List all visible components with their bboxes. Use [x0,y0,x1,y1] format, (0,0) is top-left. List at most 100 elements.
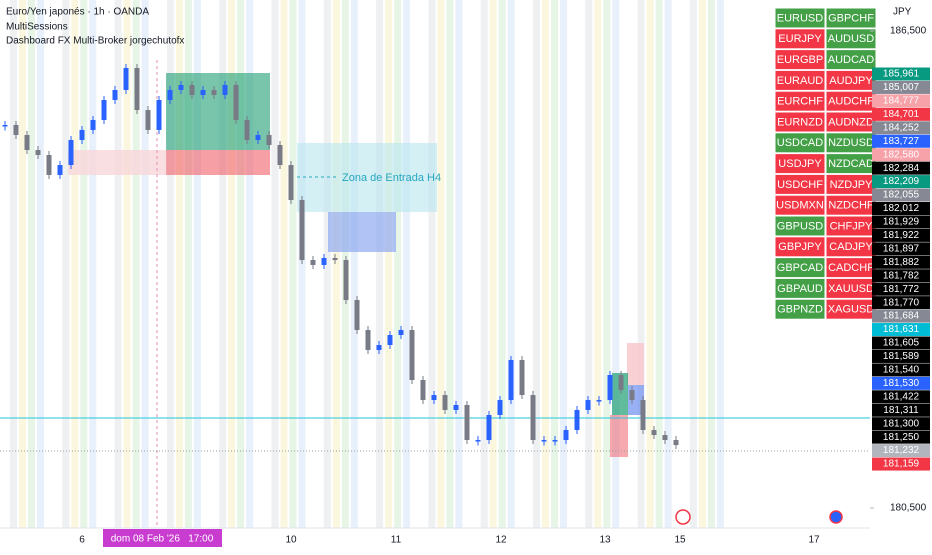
candle-body [101,100,107,120]
zone-red [166,150,270,175]
session-stripe [646,0,654,528]
dashboard-cell [774,90,826,112]
candle-body [354,300,360,330]
dashboard-cell [774,7,826,29]
price-badge-label: 181,605 [883,338,920,349]
dashboard-cell [774,132,826,154]
dashboard-cell-label: USDMXN [776,200,824,212]
session-stripe [385,0,393,528]
time-tick-label: 11 [391,535,402,546]
session-stripe [289,0,297,528]
session-stripe [246,0,254,528]
session-stripe [141,0,149,528]
dashboard-cell [774,194,826,216]
zone-pink [68,150,166,175]
candle-body [167,89,173,101]
price-badge [872,188,930,202]
session-stripe [498,0,506,528]
price-badge-label: 181,300 [883,418,920,429]
session-stripe [184,0,192,528]
price-badge [872,242,930,256]
zone-blue [328,212,396,252]
dashboard-cell [774,153,826,175]
price-badge-label: 181,684 [883,311,920,322]
session-stripe [19,0,26,528]
candle-body [629,390,635,401]
session-stripe [403,0,411,528]
dashboard-cell [774,49,826,71]
session-stripe [428,0,436,528]
price-badge [872,309,930,323]
dashboard-cell [774,28,826,50]
candle-body [475,440,481,442]
dashboard-cell-label: EURNZD [777,116,823,128]
dashboard: EURUSD GBPCHF EURJPY AUDUSD EURGBP AUDCAD EURA… [774,7,877,320]
session-stripe [394,0,402,528]
price-badge [872,376,930,390]
candle-body [134,67,140,111]
candle-body [244,119,250,140]
dashboard-cell-label: GBPCHF [828,12,874,24]
dashboard-cell-label: NZDCHF [828,200,873,212]
session-stripe [489,0,497,528]
event-icon[interactable] [675,509,691,525]
candle-body [563,430,569,441]
session-stripe [89,0,97,528]
price-badge-label: 182,055 [883,190,920,201]
candle-body [200,89,206,95]
candle-body [618,374,624,391]
price-badge-label: 181,922 [883,230,920,241]
dashboard-cell-label: CADJPY [829,241,873,253]
session-stripe [193,0,201,528]
candle-body [310,260,316,265]
candle-body [46,155,52,175]
price-badge-label: 182,209 [883,176,920,187]
price-badge-label: 181,422 [883,391,920,402]
dashboard-cell-label: CADCHF [828,262,874,274]
candle-body [497,400,503,415]
candle-body [651,430,657,436]
dashboard-cell-label: AUDCAD [828,54,875,66]
price-badge-label: 182,580 [883,149,920,160]
session-stripes [10,0,724,528]
session-stripe [123,0,131,528]
session-stripe [323,0,331,528]
candle-body [519,359,525,396]
session-stripe [228,0,236,528]
session-stripe [28,0,35,528]
time-tick-label: 10 [285,535,297,546]
dashboard-cell-label: USDJPY [778,158,822,170]
session-stripe [698,0,706,528]
session-stripe [707,0,715,528]
dashboard-cell [774,215,826,237]
dashboard-cell [774,236,826,258]
candle-body [409,329,415,381]
session-stripe [542,0,549,528]
price-badge-label: 181,929 [883,217,920,228]
session-stripe [603,0,611,528]
price-badge-label: 181,772 [883,284,920,295]
candle-body [530,395,536,441]
price-badge [872,282,930,296]
session-stripe [280,0,288,528]
candle-body [376,345,382,351]
candle-body [156,100,162,130]
price-badge-label: 185,961 [883,69,920,80]
candle-body [343,260,349,301]
candle-body [145,110,151,130]
price-badge [872,202,930,215]
price-badge [872,80,930,94]
dashboard-cell-label: AUDJPY [829,75,873,87]
session-stripe [10,0,17,528]
price-badge-label: 181,159 [883,459,920,470]
session-stripe [350,0,358,528]
session-stripe [219,0,227,528]
annotation: Zona de Entrada H4 [342,172,441,184]
event-icon[interactable] [829,510,843,524]
session-stripe [560,0,567,528]
candle-body [2,124,8,127]
candle-body [585,400,591,410]
